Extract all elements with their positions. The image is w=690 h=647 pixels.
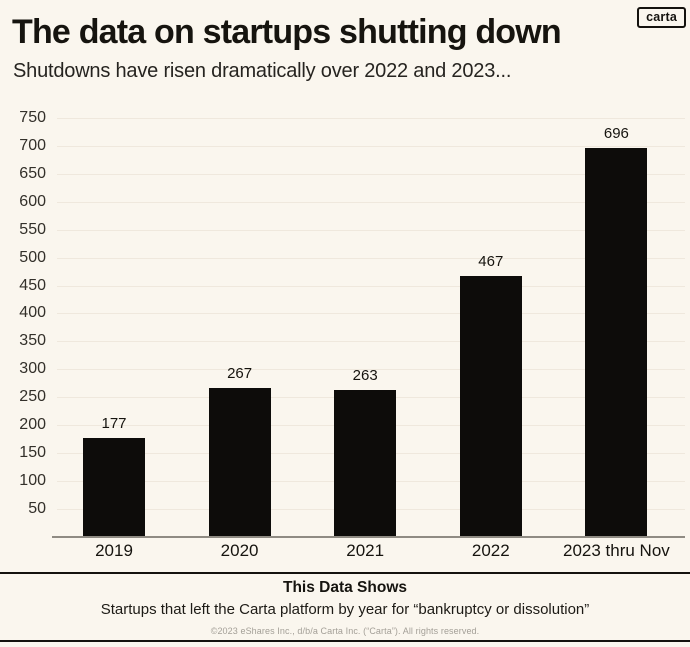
y-axis-tick-label: 600 bbox=[19, 192, 46, 210]
bar bbox=[459, 276, 522, 536]
bar-value-label: 467 bbox=[478, 253, 504, 271]
x-axis-tick-label: 2019 bbox=[95, 541, 133, 560]
footer-description: Startups that left the Carta platform by… bbox=[100, 601, 590, 618]
footer-heading: This Data Shows bbox=[282, 579, 408, 596]
gridline bbox=[57, 341, 685, 343]
y-axis-tick-label: 500 bbox=[19, 248, 46, 266]
gridline bbox=[57, 201, 685, 203]
bottom-border-line bbox=[0, 640, 690, 642]
carta-logo-badge: carta bbox=[637, 7, 686, 28]
y-axis-tick-label: 550 bbox=[19, 220, 46, 238]
y-axis-tick-label: 400 bbox=[19, 304, 46, 322]
bar bbox=[585, 148, 648, 536]
y-axis-tick-label: 150 bbox=[19, 443, 46, 461]
x-axis-tick-label: 2021 bbox=[346, 541, 385, 560]
gridline bbox=[57, 229, 685, 231]
gridline bbox=[57, 369, 685, 371]
y-axis-tick-label: 350 bbox=[19, 332, 46, 350]
y-axis-tick-label: 450 bbox=[19, 276, 46, 294]
bar-value-label: 267 bbox=[227, 364, 253, 382]
gridline bbox=[57, 257, 685, 259]
bar-value-label: 177 bbox=[101, 414, 127, 432]
y-axis-tick-label: 250 bbox=[19, 388, 46, 406]
y-axis-tick-label: 50 bbox=[28, 499, 46, 517]
y-axis-tick-label: 650 bbox=[19, 164, 46, 182]
x-axis-tick-label: 2022 bbox=[471, 541, 510, 560]
footer-divider-line bbox=[0, 572, 690, 574]
gridline bbox=[57, 118, 685, 120]
bar bbox=[208, 387, 271, 536]
y-axis-tick-label: 200 bbox=[19, 415, 46, 433]
bar bbox=[334, 389, 397, 536]
bar bbox=[83, 437, 145, 536]
y-axis-tick-label: 700 bbox=[19, 137, 46, 155]
bar-value-label: 696 bbox=[603, 125, 629, 143]
y-axis-tick-label: 750 bbox=[19, 109, 46, 127]
page-subtitle: Shutdowns have risen dramatically over 2… bbox=[13, 60, 512, 82]
gridline bbox=[57, 146, 685, 148]
gridline bbox=[57, 313, 685, 315]
y-axis-tick-label: 100 bbox=[19, 471, 46, 489]
bar-value-label: 263 bbox=[352, 366, 378, 384]
x-axis-tick-label: 2023 thru Nov bbox=[562, 541, 670, 560]
x-axis-line bbox=[52, 536, 685, 538]
y-axis-tick-label: 300 bbox=[19, 360, 46, 378]
page-title: The data on startups shutting down bbox=[12, 13, 562, 51]
x-axis-tick-label: 2020 bbox=[220, 541, 259, 560]
footer-copyright: ©2023 eShares Inc., d/b/a Carta Inc. (“C… bbox=[210, 626, 480, 636]
gridline bbox=[57, 285, 685, 287]
gridline bbox=[57, 173, 685, 175]
